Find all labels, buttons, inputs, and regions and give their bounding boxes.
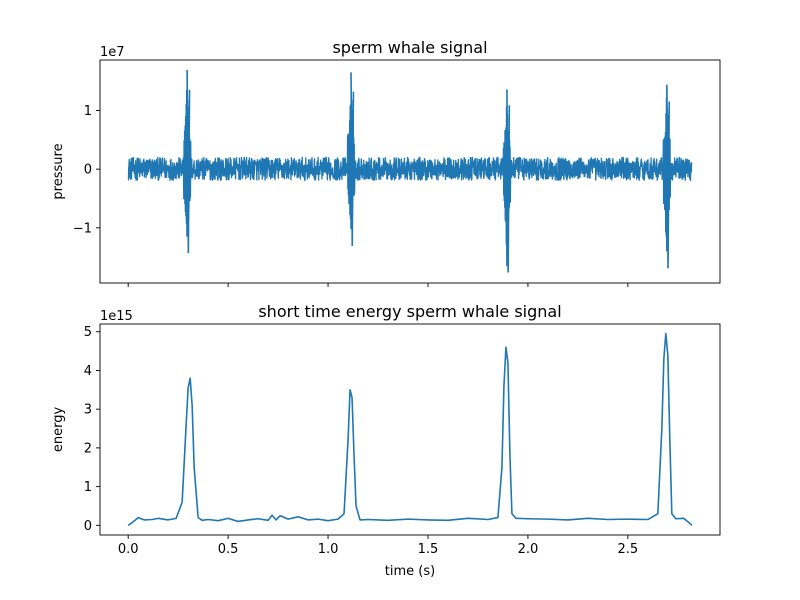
axes-frame (99, 59, 721, 284)
y-tick-label: 2 (84, 441, 92, 456)
y-tick-label: 3 (84, 403, 92, 418)
y-tick-label: −1 (73, 221, 92, 236)
click-peak-0 (186, 69, 191, 254)
x-tick-label: 0.5 (218, 542, 239, 557)
series-line-pressure (127, 72, 693, 267)
click-peak-2 (506, 89, 511, 273)
y-tick-label: 5 (84, 325, 92, 340)
chart-title: sperm whale signal (332, 38, 487, 57)
x-tick-label: 2.5 (618, 542, 639, 557)
click-peak-3 (666, 84, 671, 269)
click-peak-1 (350, 72, 355, 247)
panel-signal: −1 0 1 sperm whale signal 1e7 pressure (51, 38, 721, 287)
y-tick-label: 4 (84, 364, 92, 379)
chart-title: short time energy sperm whale signal (258, 302, 561, 321)
series-line-energy (127, 332, 693, 526)
y-offset-text: 1e7 (100, 45, 125, 60)
y-tick-label: 1 (84, 104, 92, 119)
y-tick-label: 0 (84, 163, 92, 178)
x-tick-label: 0.0 (118, 542, 139, 557)
axes-frame (99, 323, 721, 536)
y-axis-label: energy (51, 407, 66, 453)
x-tick-label: 1.5 (418, 542, 439, 557)
panel-energy: 0.0 0.5 1.0 1.5 2.0 2.5 0 1 2 3 4 5 short time energ… (51, 302, 721, 579)
y-axis-label: pressure (51, 143, 66, 199)
y-tick-label: 1 (84, 480, 92, 495)
x-axis-label: time (s) (385, 564, 435, 579)
x-tick-label: 2.0 (518, 542, 539, 557)
y-tick-label: 0 (84, 519, 92, 534)
y-offset-text: 1e15 (100, 309, 133, 324)
x-tick-label: 1.0 (318, 542, 339, 557)
